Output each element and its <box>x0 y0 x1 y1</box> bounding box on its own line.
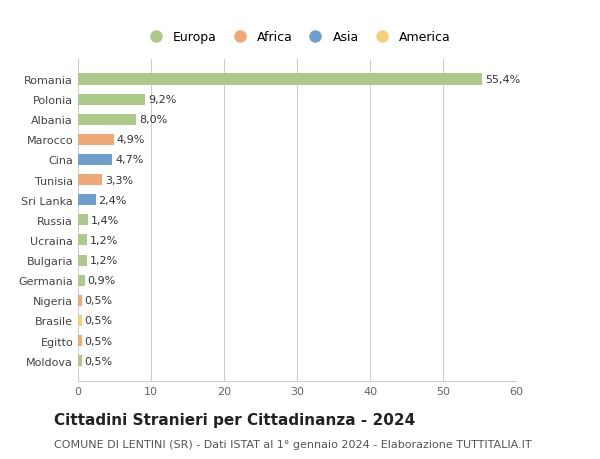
Bar <box>78 95 145 106</box>
Legend: Europa, Africa, Asia, America: Europa, Africa, Asia, America <box>139 28 455 48</box>
Bar <box>78 155 112 166</box>
Text: 1,2%: 1,2% <box>89 235 118 246</box>
Bar <box>78 275 85 286</box>
Text: 0,5%: 0,5% <box>85 296 113 306</box>
Bar <box>78 174 102 186</box>
Text: 4,9%: 4,9% <box>116 135 145 145</box>
Text: 1,4%: 1,4% <box>91 215 119 225</box>
Bar <box>78 114 136 125</box>
Bar <box>78 355 82 366</box>
Bar <box>78 295 82 306</box>
Bar <box>78 74 482 85</box>
Text: 0,5%: 0,5% <box>85 316 113 326</box>
Text: 0,5%: 0,5% <box>85 336 113 346</box>
Bar <box>78 134 114 146</box>
Text: 0,9%: 0,9% <box>88 275 116 285</box>
Bar <box>78 235 87 246</box>
Bar <box>78 255 87 266</box>
Text: Cittadini Stranieri per Cittadinanza - 2024: Cittadini Stranieri per Cittadinanza - 2… <box>54 413 415 428</box>
Bar <box>78 215 88 226</box>
Text: 2,4%: 2,4% <box>98 195 127 205</box>
Text: 4,7%: 4,7% <box>115 155 143 165</box>
Text: COMUNE DI LENTINI (SR) - Dati ISTAT al 1° gennaio 2024 - Elaborazione TUTTITALIA: COMUNE DI LENTINI (SR) - Dati ISTAT al 1… <box>54 440 532 449</box>
Bar <box>78 195 95 206</box>
Text: 0,5%: 0,5% <box>85 356 113 366</box>
Text: 1,2%: 1,2% <box>89 256 118 265</box>
Text: 8,0%: 8,0% <box>139 115 167 125</box>
Text: 9,2%: 9,2% <box>148 95 176 105</box>
Text: 55,4%: 55,4% <box>485 75 521 85</box>
Bar <box>78 335 82 346</box>
Bar <box>78 315 82 326</box>
Text: 3,3%: 3,3% <box>105 175 133 185</box>
